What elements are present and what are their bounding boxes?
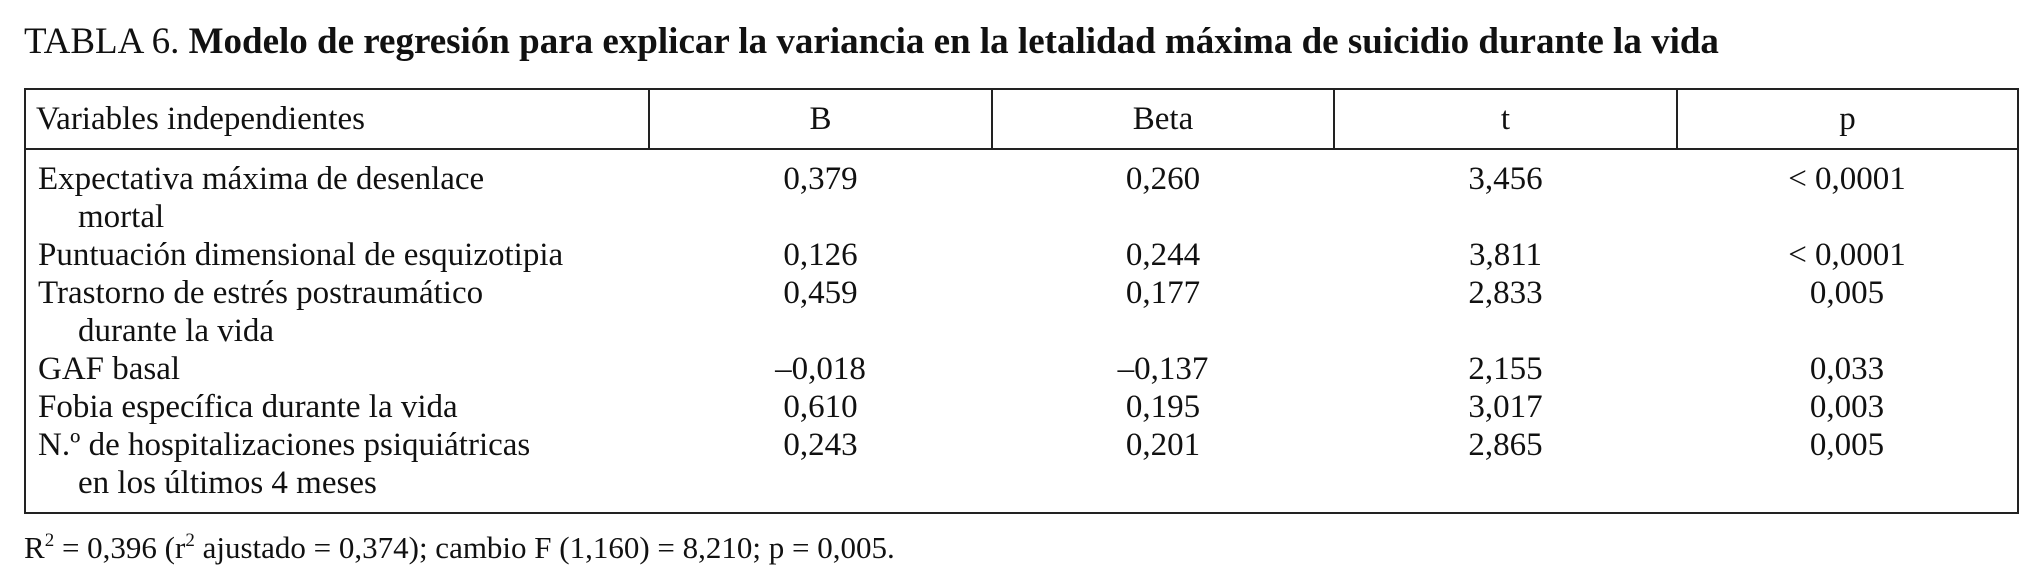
r-squared-exponent: 2 xyxy=(44,530,55,551)
regression-table: Variables independientes B Beta t p Expe… xyxy=(24,88,2019,514)
variable-cell: Puntuación dimensional de esquizotipia xyxy=(25,236,649,274)
beta-cell: –0,137 xyxy=(1117,351,1209,387)
table-row: N.º de hospitalizaciones psiquiátricas e… xyxy=(25,426,2018,513)
header-b: B xyxy=(648,88,993,150)
variable-name-continued: mortal xyxy=(78,199,165,235)
footnote-text-2: ajustado = 0,374); cambio F (1,160) = 8,… xyxy=(194,530,895,565)
b-cell: 0,243 xyxy=(783,427,858,463)
t-cell: 2,865 xyxy=(1468,427,1543,463)
table-number: TABLA 6. xyxy=(24,21,180,62)
beta-cell: 0,260 xyxy=(1125,161,1201,197)
variable-cell: GAF basal xyxy=(25,350,649,388)
t-cell: 2,155 xyxy=(1468,351,1543,387)
variable-name-continued: durante la vida xyxy=(78,313,275,349)
b-cell: 0,379 xyxy=(783,161,858,197)
p-cell: < 0,0001 xyxy=(1788,237,1906,273)
table-row: GAF basal –0,018 –0,137 2,155 0,033 xyxy=(25,350,2018,388)
variable-name-continued: en los últimos 4 meses xyxy=(78,465,377,501)
t-cell: 2,833 xyxy=(1468,275,1543,311)
adjusted-r-squared-exponent: 2 xyxy=(185,530,195,551)
variable-name: Expectativa máxima de desenlace xyxy=(38,161,485,197)
table-title: TABLA 6. Modelo de regresión para explic… xyxy=(24,18,1719,66)
variable-name: Trastorno de estrés postraumático xyxy=(38,275,484,311)
p-cell: < 0,0001 xyxy=(1788,161,1906,197)
table-row: Trastorno de estrés postraumático durant… xyxy=(25,274,2018,350)
variable-cell: Expectativa máxima de desenlace mortal xyxy=(25,149,649,236)
variable-cell: Trastorno de estrés postraumático durant… xyxy=(25,274,649,350)
p-cell: 0,005 xyxy=(1809,275,1885,311)
footnote-text-1: = 0,396 (r xyxy=(54,530,186,565)
beta-cell: 0,195 xyxy=(1125,389,1201,425)
header-p: p xyxy=(1676,88,2019,150)
variable-name: Puntuación dimensional de esquizotipia xyxy=(38,237,564,273)
b-cell: 0,126 xyxy=(783,237,858,273)
beta-cell: 0,177 xyxy=(1125,275,1201,311)
variable-cell: Fobia específica durante la vida xyxy=(25,388,649,426)
p-cell: 0,033 xyxy=(1809,351,1885,387)
table-caption: Modelo de regresión para explicar la var… xyxy=(188,21,1719,62)
table-row: Puntuación dimensional de esquizotipia 0… xyxy=(25,236,2018,274)
beta-cell: 0,201 xyxy=(1125,427,1201,463)
table-footnote: R2 = 0,396 (r2 ajustado = 0,374); cambio… xyxy=(24,528,895,568)
variable-cell: N.º de hospitalizaciones psiquiátricas e… xyxy=(25,426,649,513)
header-variables: Variables independientes xyxy=(24,88,650,150)
p-cell: 0,005 xyxy=(1809,427,1885,463)
table-row: Fobia específica durante la vida 0,610 0… xyxy=(25,388,2018,426)
header-t: t xyxy=(1333,88,1678,150)
t-cell: 3,017 xyxy=(1468,389,1543,425)
t-cell: 3,811 xyxy=(1468,237,1543,273)
beta-cell: 0,244 xyxy=(1125,237,1201,273)
b-cell: –0,018 xyxy=(775,351,866,387)
table-row: Expectativa máxima de desenlace mortal 0… xyxy=(25,149,2018,236)
header-row: Variables independientes B Beta t p xyxy=(24,88,2019,150)
variable-name: N.º de hospitalizaciones psiquiátricas xyxy=(38,427,531,463)
b-cell: 0,459 xyxy=(783,275,858,311)
p-cell: 0,003 xyxy=(1809,389,1885,425)
header-beta: Beta xyxy=(991,88,1335,150)
b-cell: 0,610 xyxy=(783,389,858,425)
t-cell: 3,456 xyxy=(1468,161,1543,197)
variable-name: Fobia específica durante la vida xyxy=(38,389,458,425)
r-squared-symbol: R xyxy=(24,530,45,565)
variable-name: GAF basal xyxy=(38,351,181,387)
